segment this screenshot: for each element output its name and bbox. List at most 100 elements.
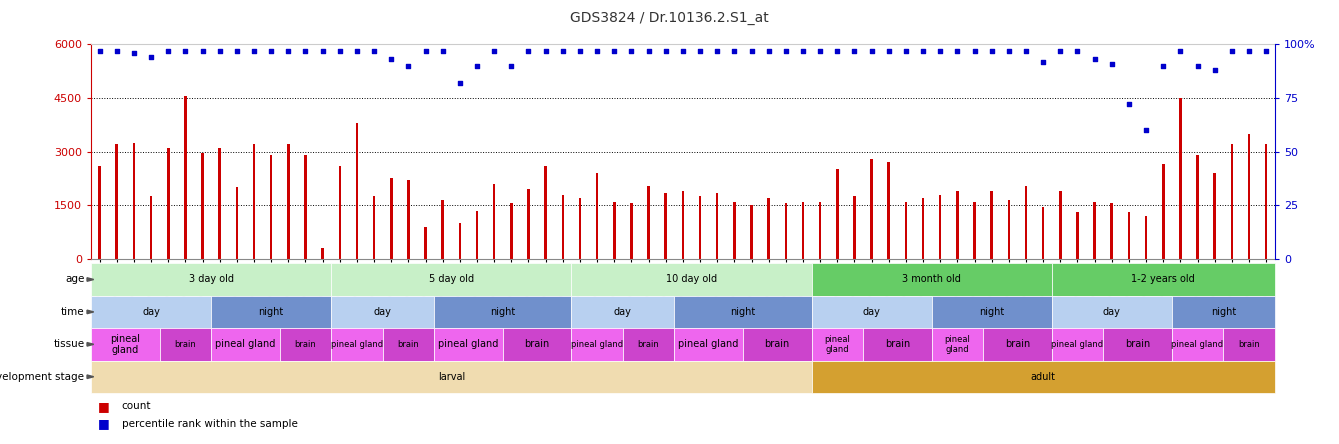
- Text: night: night: [979, 307, 1004, 317]
- Bar: [682, 191, 684, 259]
- Text: brain: brain: [295, 340, 316, 349]
- Bar: [699, 196, 702, 259]
- Bar: [150, 196, 153, 259]
- Text: percentile rank within the sample: percentile rank within the sample: [122, 419, 297, 429]
- Point: [981, 47, 1003, 54]
- Point: [174, 47, 195, 54]
- Bar: [1007, 200, 1010, 259]
- Point: [809, 47, 830, 54]
- Text: night: night: [1210, 307, 1236, 317]
- Bar: [716, 193, 719, 259]
- Point: [363, 47, 384, 54]
- Text: brain: brain: [174, 340, 197, 349]
- Bar: [1110, 203, 1113, 259]
- Bar: [973, 202, 976, 259]
- Point: [1186, 62, 1208, 69]
- Point: [793, 47, 814, 54]
- Point: [158, 47, 179, 54]
- Text: day: day: [374, 307, 391, 317]
- Text: brain: brain: [1004, 339, 1030, 349]
- Text: pineal gland: pineal gland: [1051, 340, 1103, 349]
- Point: [723, 47, 744, 54]
- Point: [1032, 58, 1054, 65]
- Point: [775, 47, 797, 54]
- Text: brain: brain: [398, 340, 419, 349]
- Text: larval: larval: [438, 372, 465, 382]
- Text: brain: brain: [637, 340, 659, 349]
- Bar: [905, 202, 908, 259]
- Point: [141, 54, 162, 61]
- Bar: [372, 196, 375, 259]
- Bar: [991, 191, 994, 259]
- Text: development stage: development stage: [0, 372, 84, 382]
- Bar: [785, 203, 787, 259]
- Bar: [1042, 207, 1044, 259]
- Point: [226, 47, 248, 54]
- Point: [1050, 47, 1071, 54]
- Text: time: time: [60, 307, 84, 317]
- Point: [329, 47, 351, 54]
- Bar: [270, 155, 272, 259]
- Bar: [1145, 216, 1148, 259]
- Point: [964, 47, 986, 54]
- Text: day: day: [613, 307, 632, 317]
- Text: pineal gland: pineal gland: [679, 339, 739, 349]
- Bar: [133, 143, 135, 259]
- Bar: [339, 166, 341, 259]
- Bar: [578, 198, 581, 259]
- Bar: [458, 223, 461, 259]
- Point: [380, 56, 402, 63]
- Bar: [853, 196, 856, 259]
- Point: [1204, 67, 1225, 74]
- Text: day: day: [142, 307, 161, 317]
- Bar: [1196, 155, 1198, 259]
- Point: [621, 47, 643, 54]
- Point: [483, 47, 505, 54]
- Text: age: age: [66, 274, 84, 285]
- Point: [929, 47, 951, 54]
- Text: 5 day old: 5 day old: [428, 274, 474, 285]
- Text: brain: brain: [885, 339, 911, 349]
- Point: [1135, 127, 1157, 134]
- Point: [758, 47, 779, 54]
- Text: pineal gland: pineal gland: [331, 340, 383, 349]
- Bar: [287, 144, 289, 259]
- Point: [655, 47, 676, 54]
- Bar: [253, 144, 256, 259]
- Text: pineal gland: pineal gland: [216, 339, 276, 349]
- Text: pineal gland: pineal gland: [570, 340, 623, 349]
- Bar: [424, 227, 427, 259]
- Bar: [493, 184, 495, 259]
- Point: [432, 47, 454, 54]
- Point: [536, 47, 557, 54]
- Point: [466, 62, 487, 69]
- Text: pineal
gland: pineal gland: [825, 335, 850, 354]
- Text: pineal
gland: pineal gland: [944, 335, 971, 354]
- Point: [518, 47, 540, 54]
- Bar: [1077, 212, 1079, 259]
- Point: [123, 49, 145, 56]
- Bar: [921, 198, 924, 259]
- Point: [312, 47, 333, 54]
- Text: pineal gland: pineal gland: [438, 339, 498, 349]
- Bar: [167, 148, 170, 259]
- Point: [449, 79, 470, 87]
- Point: [740, 47, 762, 54]
- Text: day: day: [1103, 307, 1121, 317]
- Bar: [1162, 164, 1165, 259]
- Point: [1118, 101, 1139, 108]
- Point: [261, 47, 283, 54]
- Text: ■: ■: [98, 417, 110, 431]
- Bar: [956, 191, 959, 259]
- Point: [844, 47, 865, 54]
- Bar: [836, 170, 838, 259]
- Bar: [115, 144, 118, 259]
- Point: [1083, 56, 1105, 63]
- Bar: [647, 186, 649, 259]
- Bar: [98, 166, 100, 259]
- Point: [586, 47, 608, 54]
- Bar: [218, 148, 221, 259]
- Bar: [321, 248, 324, 259]
- Bar: [1180, 98, 1181, 259]
- Bar: [1265, 144, 1268, 259]
